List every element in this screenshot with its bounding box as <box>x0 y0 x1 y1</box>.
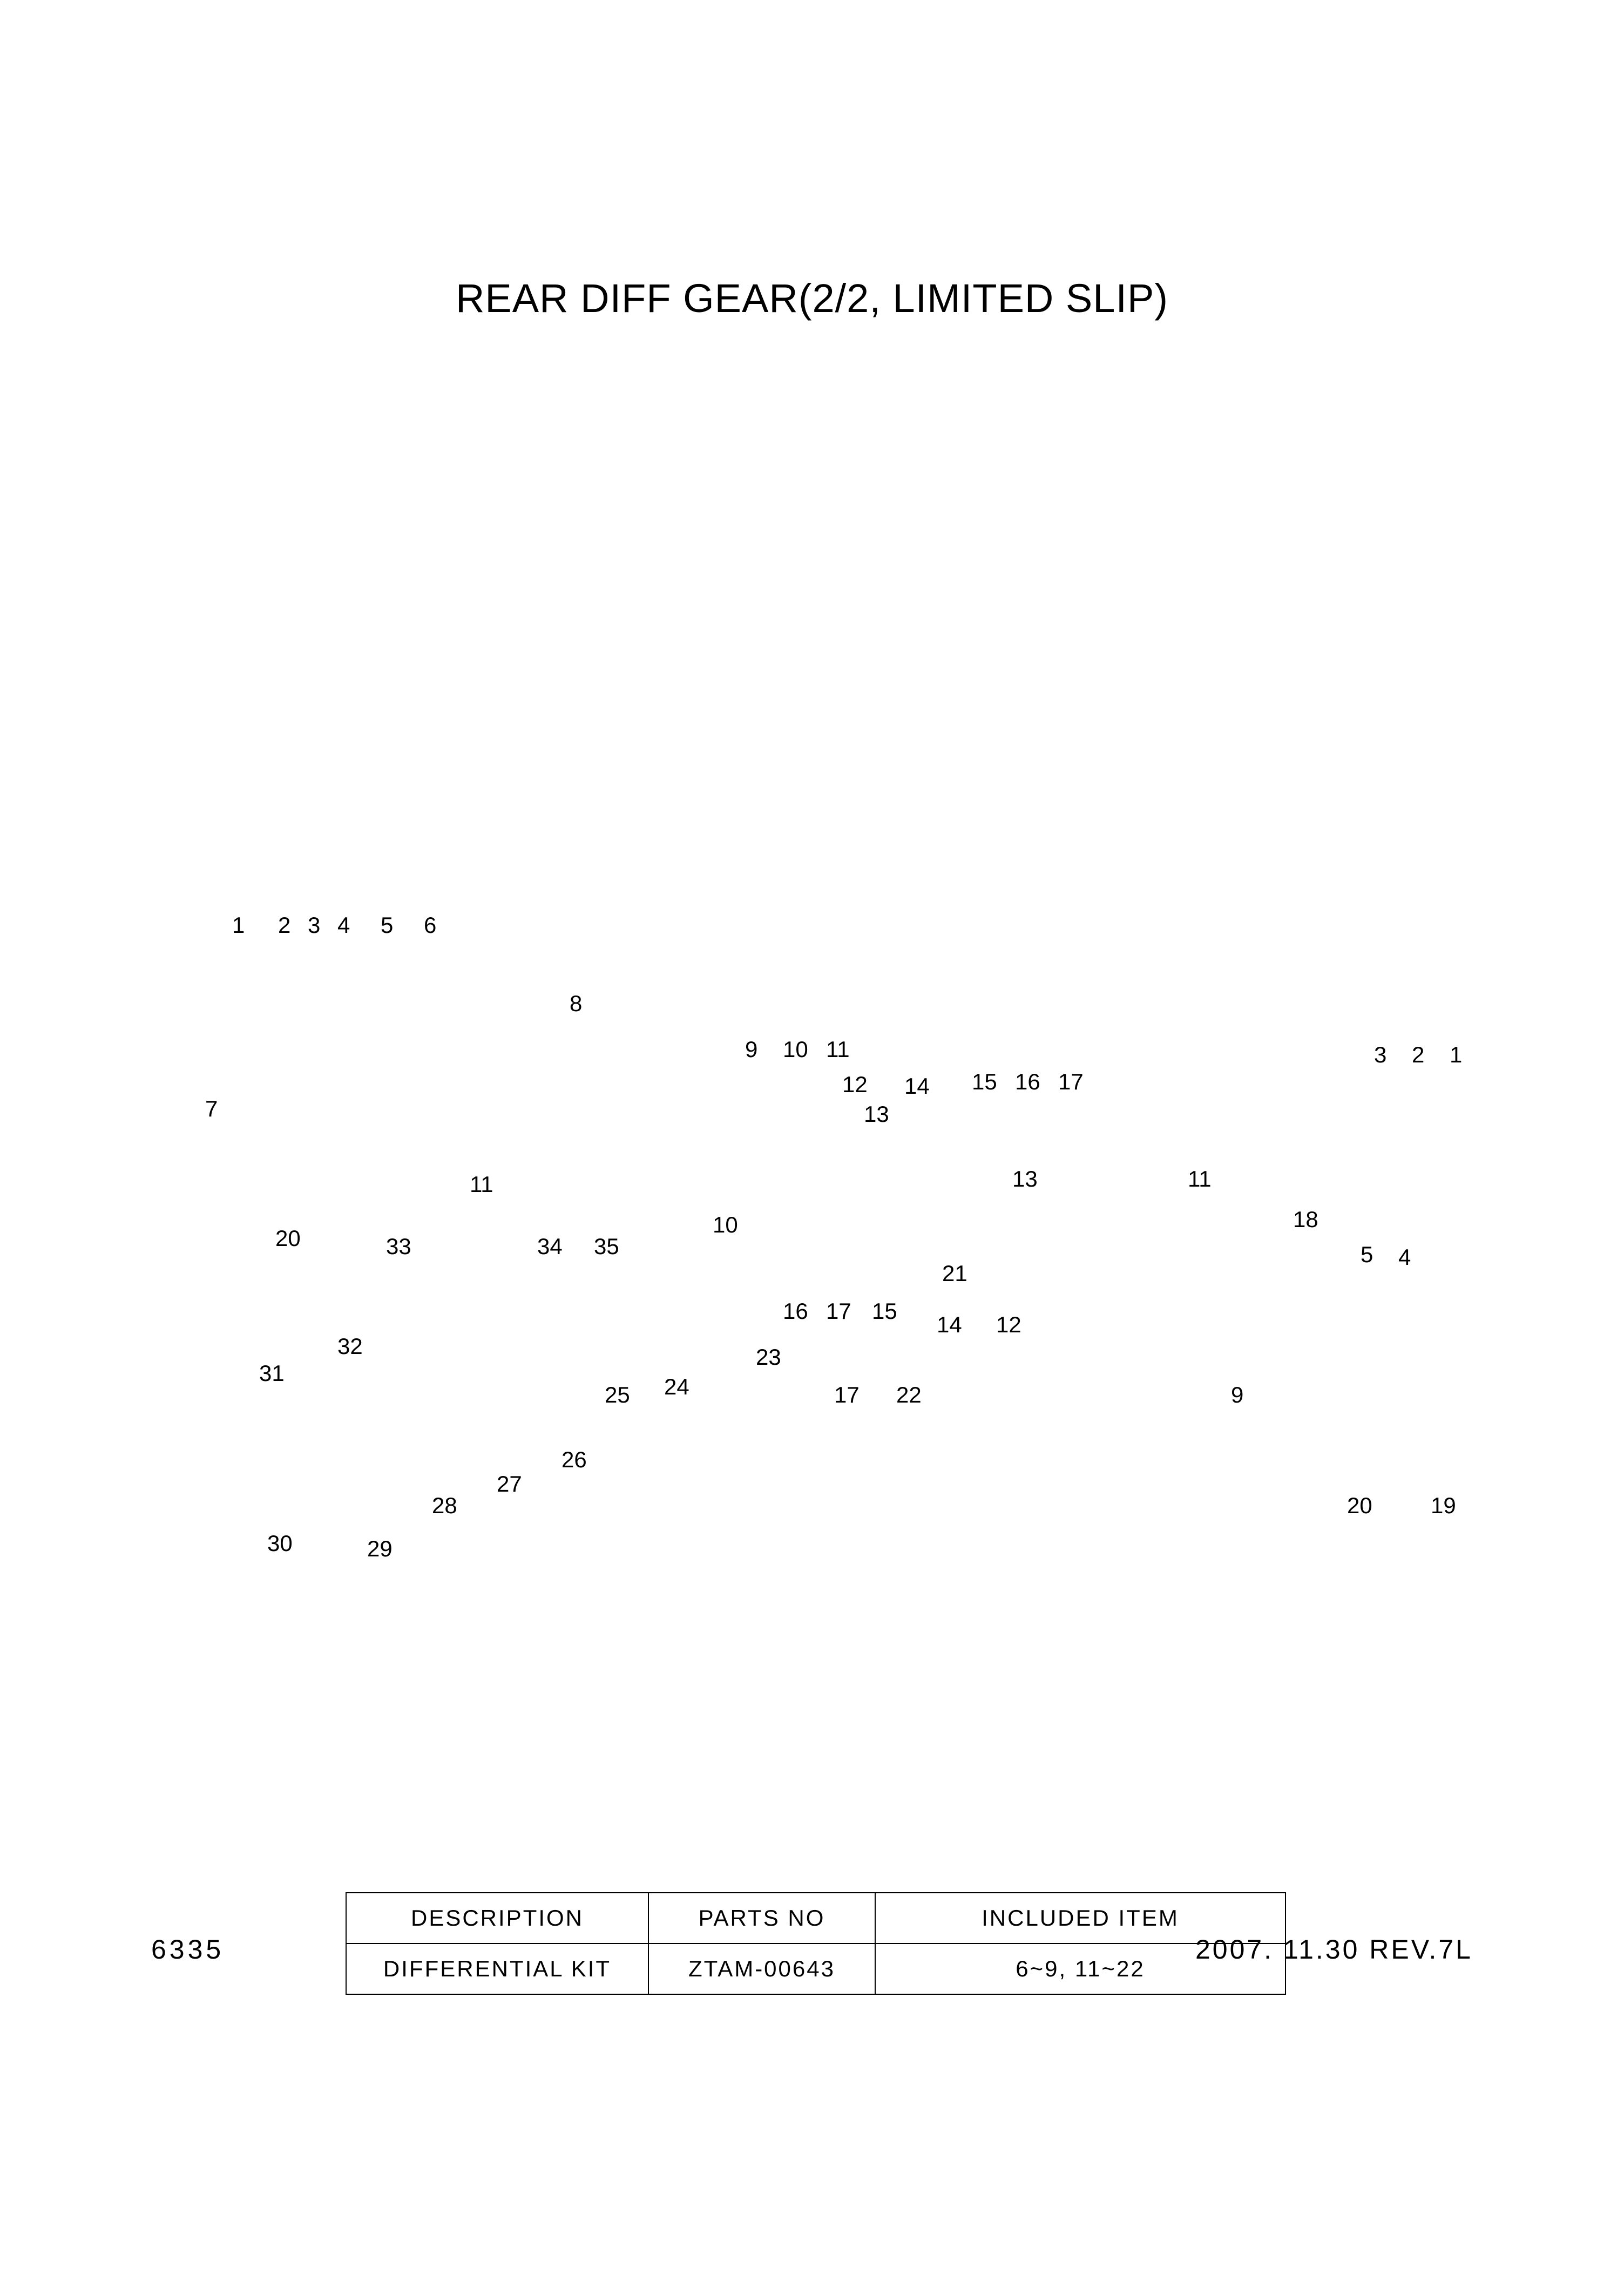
callout-label: 3 <box>308 912 320 938</box>
callout-label: 30 <box>267 1530 293 1556</box>
callout-label: 26 <box>561 1447 587 1473</box>
cell-description: DIFFERENTIAL KIT <box>346 1943 648 1994</box>
callout-label: 5 <box>381 912 393 938</box>
callout-label: 11 <box>470 1171 493 1197</box>
callout-label: 12 <box>996 1312 1021 1338</box>
callout-label: 34 <box>537 1234 563 1259</box>
callout-label: 28 <box>432 1493 457 1519</box>
callout-label: 10 <box>713 1212 738 1238</box>
callout-label: 15 <box>872 1298 897 1324</box>
header-parts-no: PARTS NO <box>648 1893 875 1943</box>
callout-label: 13 <box>864 1101 889 1127</box>
callout-label: 17 <box>1058 1069 1084 1095</box>
callout-label: 4 <box>1398 1244 1411 1270</box>
callout-label: 13 <box>1012 1166 1038 1192</box>
callout-label: 3 <box>1374 1042 1386 1068</box>
callout-label: 17 <box>834 1382 860 1408</box>
callout-label: 22 <box>896 1382 922 1408</box>
callout-label: 1 <box>1450 1042 1462 1068</box>
callout-label: 20 <box>275 1225 301 1251</box>
footer-revision: 2007. 11.30 REV.7L <box>1195 1934 1473 1965</box>
callout-label: 2 <box>1412 1042 1424 1068</box>
callout-label: 1 <box>232 912 245 938</box>
table-header-row: DESCRIPTION PARTS NO INCLUDED ITEM <box>346 1893 1285 1943</box>
callout-label: 33 <box>386 1234 411 1259</box>
callout-label: 16 <box>1015 1069 1040 1095</box>
callout-label: 17 <box>826 1298 851 1324</box>
callout-label: 8 <box>570 991 582 1017</box>
callout-label: 5 <box>1361 1242 1373 1268</box>
table-row: DIFFERENTIAL KIT ZTAM-00643 6~9, 11~22 <box>346 1943 1285 1994</box>
callout-label: 4 <box>337 912 350 938</box>
callout-label: 14 <box>904 1073 930 1099</box>
callout-label: 20 <box>1347 1493 1372 1519</box>
footer-page-code: 6335 <box>151 1934 224 1965</box>
exploded-diagram: 1234568910113211214151617713111311101820… <box>216 864 1404 1620</box>
callout-label: 6 <box>424 912 436 938</box>
callout-label: 9 <box>745 1037 757 1062</box>
callout-label: 14 <box>937 1312 962 1338</box>
callout-label: 35 <box>594 1234 619 1259</box>
callout-label: 16 <box>783 1298 808 1324</box>
callout-label: 15 <box>972 1069 997 1095</box>
callout-label: 23 <box>756 1344 781 1370</box>
callout-label: 21 <box>942 1261 967 1286</box>
callout-label: 27 <box>497 1471 522 1497</box>
callout-label: 10 <box>783 1037 808 1062</box>
callout-label: 29 <box>367 1536 393 1562</box>
callout-label: 11 <box>1188 1166 1212 1192</box>
page-title: REAR DIFF GEAR(2/2, LIMITED SLIP) <box>0 275 1624 321</box>
callout-label: 32 <box>337 1333 363 1359</box>
callout-label: 31 <box>259 1360 285 1386</box>
cell-parts-no: ZTAM-00643 <box>648 1943 875 1994</box>
callout-label: 18 <box>1293 1207 1318 1232</box>
callout-label: 2 <box>278 912 290 938</box>
callout-label: 25 <box>605 1382 630 1408</box>
callout-label: 12 <box>842 1072 868 1098</box>
callout-label: 7 <box>205 1096 218 1122</box>
header-description: DESCRIPTION <box>346 1893 648 1943</box>
callout-label: 24 <box>664 1374 689 1400</box>
callout-label: 11 <box>826 1037 850 1062</box>
callout-label: 19 <box>1431 1493 1456 1519</box>
callout-label: 9 <box>1231 1382 1243 1408</box>
kit-table: DESCRIPTION PARTS NO INCLUDED ITEM DIFFE… <box>346 1892 1286 1995</box>
